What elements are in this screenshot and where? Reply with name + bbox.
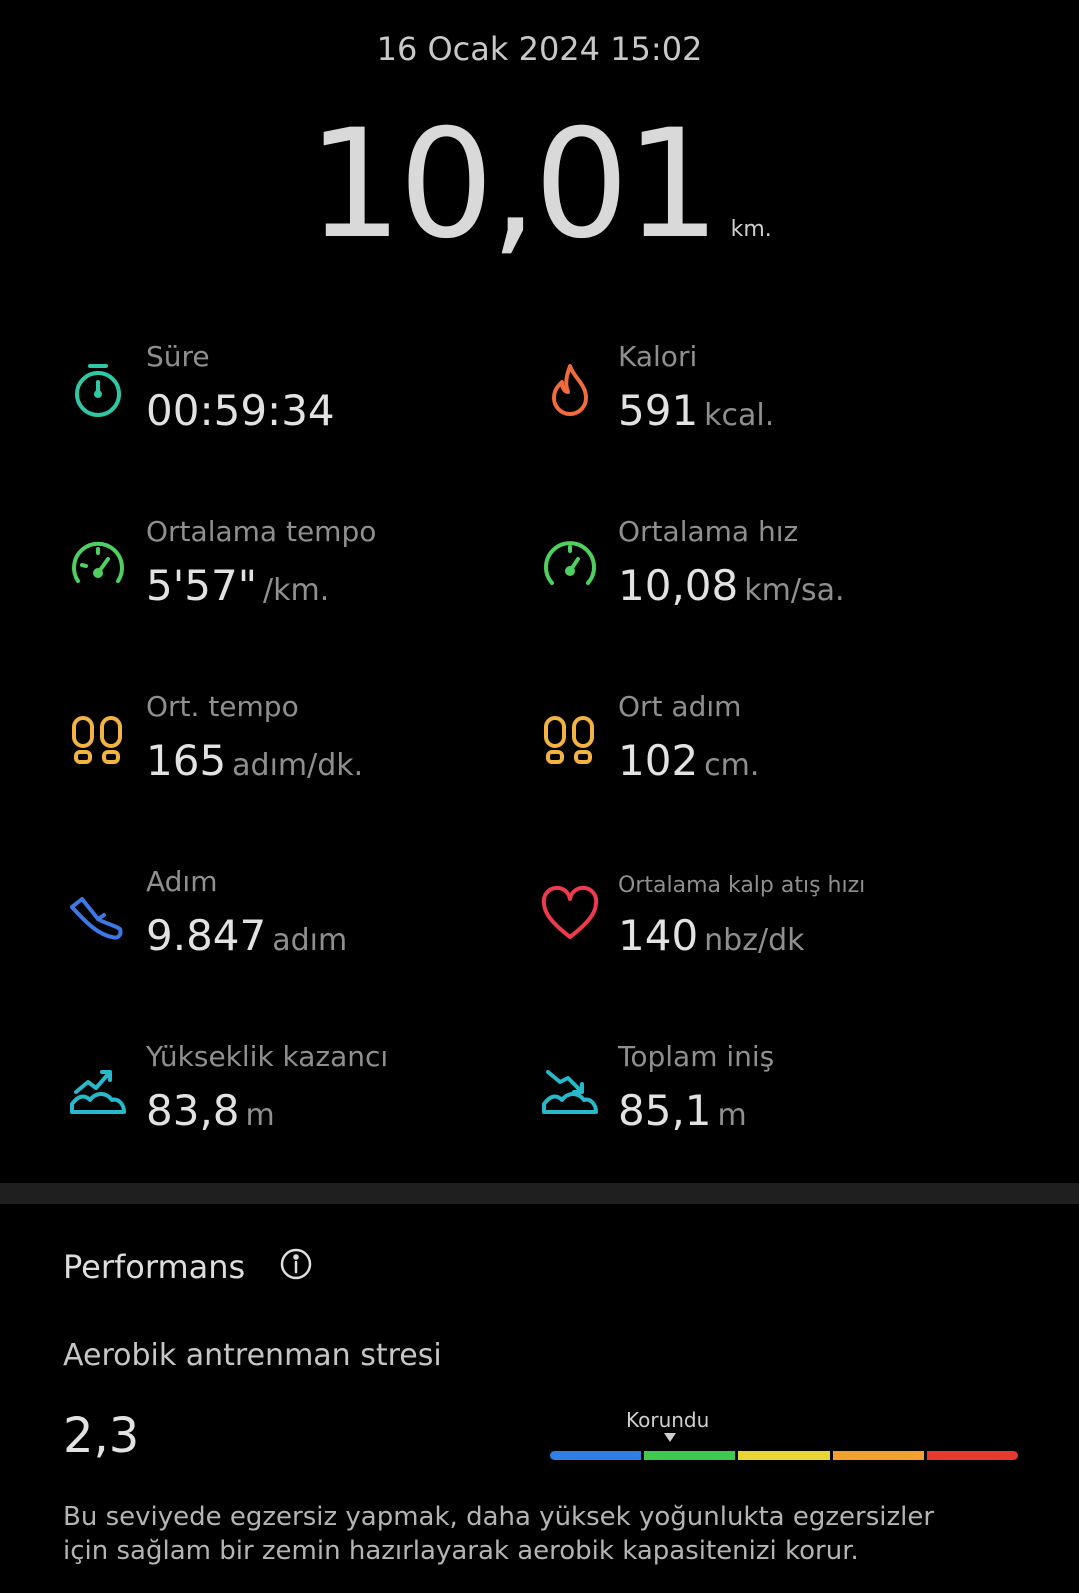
performance-description: Bu seviyede egzersiz yapmak, daha yüksek… [63,1502,935,1566]
metric-label: Ortalama hız [618,515,799,548]
metric-label: Ort. tempo [146,690,299,723]
total-distance: 10,01 km. [0,110,1079,260]
metric-unit: km/sa. [744,573,845,608]
metric-duration: Süre 00:59:34 [68,340,548,460]
metric-value: 00:59:34 [146,386,335,435]
aerobic-scale-bar [550,1451,1019,1460]
metric-unit: m [245,1098,275,1133]
metric-unit: /km. [263,573,330,608]
metric-value: 140 [618,911,699,960]
footprints-icon [540,710,600,770]
metric-label: Ortalama kalp atış hızı [618,873,866,898]
metric-cadence: Ort. tempo 165 adım/dk. [68,690,548,810]
metric-label: Adım [146,865,218,898]
metric-stride-length: Ort adım 102 cm. [540,690,1020,810]
stopwatch-icon [68,360,128,420]
metric-elevation-gain: Yükseklik kazancı 83,8 m [68,1040,548,1160]
performance-title: Performans [63,1248,246,1286]
metric-calories: Kalori 591 kcal. [540,340,1020,460]
metric-avg-speed: Ortalama hız 10,08 km/sa. [540,515,1020,635]
metric-unit: adım/dk. [232,748,364,783]
speedometer-icon [540,535,600,595]
metric-value: 5'57" [146,561,258,610]
metric-label: Toplam iniş [618,1040,775,1073]
distance-unit: km. [730,217,772,242]
scale-marker-icon [664,1433,676,1442]
shoe-icon [68,885,128,945]
metric-value: 10,08 [618,561,739,610]
metric-avg-pace: Ortalama tempo 5'57"/km. [68,515,548,635]
metric-unit: cm. [704,748,760,783]
scale-level-label: Korundu [626,1408,710,1432]
metric-label: Kalori [618,340,698,373]
metric-label: Yükseklik kazancı [146,1040,389,1073]
scale-segment [738,1451,830,1460]
metric-value: 102 [618,736,699,785]
metric-steps: Adım 9.847 adım [68,865,548,985]
metric-label: Ort adım [618,690,742,723]
elevation-gain-icon [68,1060,128,1120]
info-icon[interactable] [280,1248,312,1280]
heart-icon [540,885,600,945]
metric-value: 85,1 [618,1086,712,1135]
aerobic-stress-value: 2,3 [63,1408,140,1464]
workout-date: 16 Ocak 2024 15:02 [376,30,703,68]
scale-segment [832,1451,924,1460]
metric-value: 591 [618,386,699,435]
metric-unit: nbz/dk [704,923,805,958]
metric-unit: m [717,1098,747,1133]
metric-value: 9.847 [146,911,267,960]
metric-label: Ortalama tempo [146,515,377,548]
scale-segment [926,1451,1019,1460]
elevation-loss-icon [540,1060,600,1120]
metric-total-descent: Toplam iniş 85,1 m [540,1040,1020,1160]
footprints-icon [68,710,128,770]
metric-value: 83,8 [146,1086,240,1135]
speedometer-icon [68,535,128,595]
metric-heart-rate: Ortalama kalp atış hızı 140 nbz/dk [540,865,1020,985]
metric-label: Süre [146,340,210,373]
scale-segment [644,1451,736,1460]
metric-unit: kcal. [704,398,775,433]
section-divider [0,1183,1079,1204]
metric-unit: adım [272,923,348,958]
metric-value: 165 [146,736,227,785]
aerobic-stress-label: Aerobik antrenman stresi [63,1338,442,1373]
distance-value: 10,01 [307,98,720,272]
scale-segment [550,1451,642,1460]
flame-icon [540,360,600,420]
